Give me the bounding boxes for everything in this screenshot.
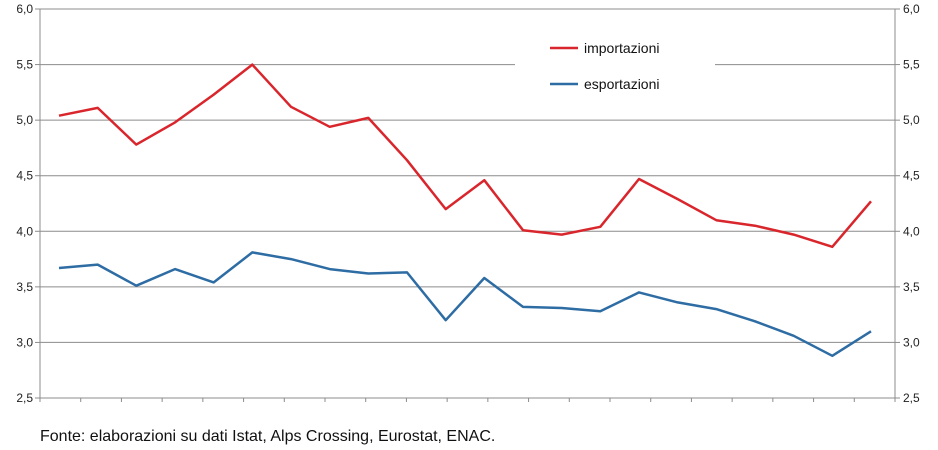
- y-tick-label-left: 6,0: [16, 2, 33, 16]
- y-tick-label-right: 4,5: [903, 169, 920, 183]
- y-tick-label-right: 4,0: [903, 224, 920, 238]
- y-tick-label-right: 3,0: [903, 335, 920, 349]
- y-axis-left: 2,5 3,0 3,5 4,0 4,5 5,0 5,5 6,0: [16, 2, 40, 405]
- source-note: Fonte: elaborazioni su dati Istat, Alps …: [40, 428, 496, 445]
- y-tick-label-left: 4,0: [16, 224, 33, 238]
- y-tick-label-left: 4,5: [16, 169, 33, 183]
- gridlines: [40, 8, 895, 343]
- legend-label-esportazioni: esportazioni: [584, 76, 660, 92]
- series-lines: [58, 63, 872, 358]
- y-tick-label-right: 3,5: [903, 280, 920, 294]
- y-tick-label-left: 2,5: [16, 391, 33, 405]
- series-line-esportazioni: [58, 251, 872, 358]
- y-tick-label-right: 6,0: [903, 2, 920, 16]
- legend-label-importazioni: importazioni: [584, 40, 659, 56]
- y-tick-label-left: 5,5: [16, 58, 33, 72]
- y-tick-label-right: 5,0: [903, 113, 920, 127]
- y-tick-label-right: 5,5: [903, 58, 920, 72]
- y-tick-label-left: 5,0: [16, 113, 33, 127]
- y-axis-right: 2,5 3,0 3,5 4,0 4,5 5,0 5,5 6,0: [895, 2, 920, 405]
- legend: importazioni esportazioni: [515, 28, 715, 110]
- axes: [39, 9, 896, 399]
- y-tick-label-left: 3,5: [16, 280, 33, 294]
- line-chart: 2,5 3,0 3,5 4,0 4,5 5,0 5,5 6,0 2,5 3,0 3,5 4,0 4,5…: [16, 2, 920, 405]
- x-axis-ticks: [39, 398, 896, 402]
- y-tick-label-right: 2,5: [903, 391, 920, 405]
- series-line-importazioni: [58, 63, 872, 249]
- legend-box: [515, 28, 715, 110]
- y-tick-label-left: 3,0: [16, 335, 33, 349]
